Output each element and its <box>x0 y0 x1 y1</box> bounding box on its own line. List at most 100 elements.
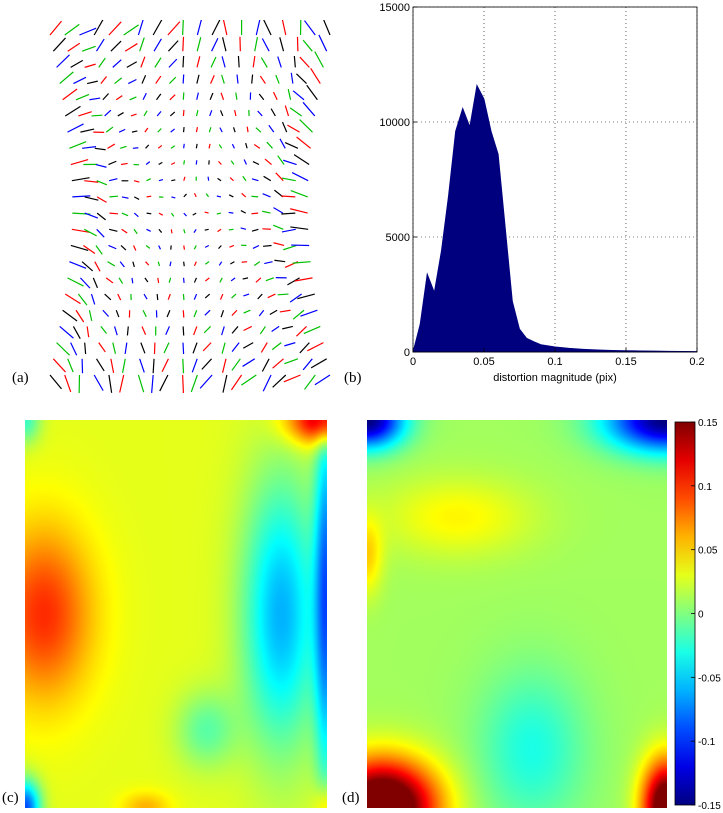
vector-arrow <box>137 374 145 393</box>
panel-label-d: (d) <box>342 790 360 806</box>
vector-arrow <box>287 124 300 133</box>
vector-arrow <box>302 358 313 371</box>
vector-arrow <box>304 374 316 390</box>
vector-arrow <box>83 228 97 237</box>
vector-arrow <box>263 20 272 36</box>
vector-arrow <box>70 159 89 166</box>
vector-arrow <box>251 212 259 215</box>
vector-arrow <box>102 93 110 101</box>
vector-arrow <box>290 190 308 198</box>
vector-arrow <box>236 74 239 84</box>
vector-arrow <box>183 176 186 181</box>
vector-arrow <box>290 226 309 230</box>
vector-arrow <box>157 144 163 149</box>
vector-arrow <box>171 179 176 182</box>
vector-arrow <box>117 293 122 301</box>
vector-arrow <box>190 374 198 393</box>
vector-arrow <box>182 374 185 394</box>
vector-arrow <box>110 40 122 52</box>
vector-arrow <box>196 37 202 52</box>
vector-arrow <box>299 342 310 354</box>
vector-arrow <box>126 326 129 336</box>
vector-arrow <box>94 261 101 272</box>
vector-arrow <box>241 374 257 386</box>
vector-arrow <box>129 96 137 101</box>
vector-arrow <box>221 74 225 84</box>
vector-arrow <box>117 112 124 117</box>
vector-arrow <box>146 178 151 182</box>
vector-arrow <box>259 75 266 84</box>
vector-arrow <box>121 228 128 234</box>
vector-arrow <box>209 110 213 117</box>
vector-arrow <box>158 212 164 216</box>
vector-arrow <box>314 374 331 386</box>
vector-arrow <box>142 309 147 318</box>
vector-arrow <box>115 95 123 101</box>
vector-arrow <box>293 55 296 68</box>
vector-arrow <box>255 127 262 133</box>
vector-arrow <box>133 212 139 218</box>
vector-arrow <box>146 228 151 232</box>
vector-arrow <box>323 20 331 36</box>
vector-arrow <box>91 114 103 117</box>
x-tick-label: 0.05 <box>473 356 494 368</box>
vector-arrow <box>52 358 66 373</box>
vector-arrow <box>281 121 288 133</box>
vector-arrow <box>231 326 239 334</box>
vector-arrow <box>221 37 227 52</box>
vector-arrow <box>271 325 280 333</box>
vector-arrow <box>96 180 108 186</box>
vector-arrow <box>156 293 159 301</box>
vector-arrow <box>133 180 140 183</box>
vector-arrow <box>183 193 187 198</box>
colorbar-tick-label: 0 <box>698 610 704 621</box>
vector-arrow <box>221 326 225 336</box>
vector-arrow <box>269 309 278 316</box>
vector-arrow <box>121 212 129 217</box>
vector-arrow <box>261 38 270 52</box>
vector-arrow <box>281 20 287 36</box>
vector-arrow <box>228 194 234 198</box>
vector-arrow <box>306 84 318 101</box>
vector-arrow <box>229 244 235 248</box>
vector-arrow <box>283 244 297 251</box>
colorbar-tick-label: -0.15 <box>698 801 721 812</box>
vector-arrow <box>108 374 113 393</box>
vector-arrow <box>145 245 151 249</box>
vector-arrow <box>204 277 210 282</box>
vector-arrow <box>69 141 87 149</box>
vector-arrow <box>84 63 96 68</box>
vector-arrow <box>105 126 114 133</box>
vector-arrow <box>102 309 110 317</box>
heatmap-c <box>25 420 327 808</box>
vector-arrow <box>84 196 99 201</box>
vector-arrow <box>229 177 234 182</box>
vector-arrow <box>221 56 226 68</box>
vector-arrow <box>272 91 278 101</box>
vector-arrow <box>242 277 249 280</box>
vector-arrow <box>182 293 185 301</box>
vector-arrow <box>217 228 222 233</box>
vector-arrow <box>137 20 144 36</box>
vector-arrow <box>284 105 290 117</box>
vector-arrow <box>272 224 284 230</box>
vector-arrow <box>231 309 238 316</box>
vector-arrow <box>243 159 247 165</box>
panel-label-c: (c) <box>2 790 19 806</box>
vector-arrow <box>235 92 238 100</box>
vector-arrow <box>242 175 247 182</box>
vector-arrow <box>283 159 297 166</box>
vector-arrow <box>167 21 181 36</box>
vector-arrow <box>158 161 163 166</box>
vector-arrow <box>242 342 254 349</box>
vector-arrow <box>252 244 260 249</box>
vector-arrow <box>182 310 185 318</box>
y-tick-label: 0 <box>404 347 410 359</box>
vector-arrow <box>252 55 256 68</box>
vector-arrow <box>182 127 185 133</box>
vector-arrow <box>265 277 275 282</box>
vector-arrow <box>303 325 321 335</box>
vector-arrow <box>141 74 147 84</box>
vector-arrow <box>277 293 289 296</box>
vector-arrow <box>132 261 135 268</box>
